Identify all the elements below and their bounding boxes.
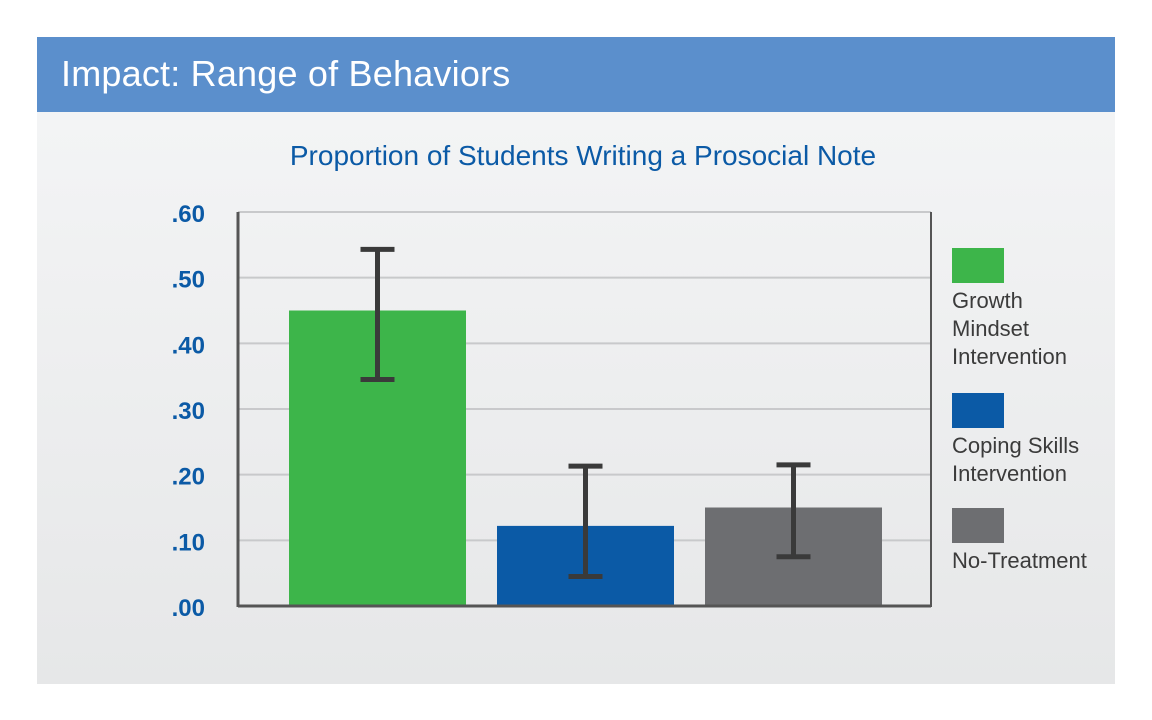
y-tick-label: .40 (172, 332, 205, 359)
legend-swatch (952, 248, 1004, 283)
legend-label: Coping Skills (952, 433, 1079, 458)
y-tick-label: .60 (172, 201, 205, 228)
legend-label: Mindset (952, 316, 1029, 341)
y-tick-label: .50 (172, 267, 205, 294)
legend-swatch (952, 393, 1004, 428)
chart-title: Proportion of Students Writing a Prosoci… (290, 140, 876, 171)
legend: Growth Mindset Intervention Coping Skills In… (952, 248, 1087, 573)
y-tick-label: .10 (172, 529, 205, 556)
legend-swatch (952, 508, 1004, 543)
y-tick-label: .20 (172, 464, 205, 491)
slide: Impact: Range of Behaviors Proportion of… (37, 37, 1115, 684)
page-title: Impact: Range of Behaviors (61, 53, 511, 94)
bar-chart: Proportion of Students Writing a Prosoci… (172, 140, 1087, 622)
bars (289, 246, 882, 606)
y-tick-label: .30 (172, 398, 205, 425)
legend-label: Intervention (952, 461, 1067, 486)
axes (236, 212, 932, 608)
legend-label: No-Treatment (952, 548, 1087, 573)
legend-label: Growth (952, 288, 1023, 313)
header-bar: Impact: Range of Behaviors (37, 37, 1115, 112)
legend-label: Intervention (952, 344, 1067, 369)
y-tick-label: .00 (172, 595, 205, 622)
y-tick-labels: .00 .10 .20 .30 .40 .50 .60 (172, 201, 205, 622)
